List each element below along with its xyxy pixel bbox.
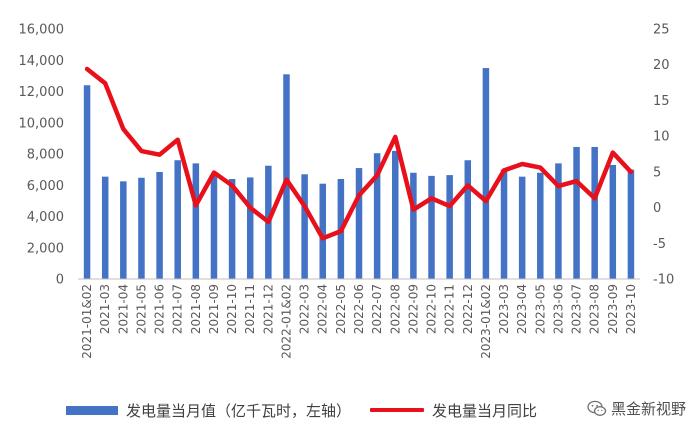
x-axis-tick-label: 2023-07 xyxy=(570,284,584,334)
x-axis-tick-label: 2023-03 xyxy=(497,284,511,334)
watermark-text: 黑金新视野 xyxy=(610,400,686,418)
bar-series xyxy=(83,68,635,279)
bar xyxy=(192,163,200,279)
right-axis-tick-label: -5 xyxy=(653,237,666,252)
x-axis-tick-label: 2021-11 xyxy=(243,284,257,334)
x-axis-tick-label: 2022-10 xyxy=(425,284,439,334)
right-axis-tick-label: -10 xyxy=(653,273,674,288)
bar xyxy=(355,168,363,279)
x-axis-tick-label: 2021-10 xyxy=(225,284,239,334)
bar xyxy=(518,176,526,279)
x-axis-tick-label: 2022-08 xyxy=(388,284,402,334)
x-axis-tick-label: 2022-11 xyxy=(443,284,457,334)
x-axis-tick-label: 2021-03 xyxy=(98,284,112,334)
bar xyxy=(392,150,399,279)
bar xyxy=(428,175,435,279)
bar xyxy=(301,174,308,279)
left-axis-tick-label: 4,000 xyxy=(27,210,64,225)
legend-item-line: 发电量当月同比 xyxy=(370,390,537,430)
legend-bar-label: 发电量当月值（亿千瓦时，左轴） xyxy=(126,401,352,420)
bar xyxy=(101,176,109,279)
left-axis-tick-label: 8,000 xyxy=(27,148,64,163)
right-axis-tick-label: 20 xyxy=(653,58,670,73)
x-axis-tick-label: 2021-04 xyxy=(116,284,130,334)
left-axis-tick-label: 0 xyxy=(56,273,64,288)
x-axis-tick-label: 2023-05 xyxy=(533,284,547,334)
x-axis-tick-label: 2022-01&02 xyxy=(279,284,293,359)
x-axis-tick-label: 2021-08 xyxy=(189,284,203,334)
left-axis-tick-label: 2,000 xyxy=(27,241,64,256)
bar xyxy=(83,85,91,279)
x-axis-tick-label: 2021-01&02 xyxy=(80,284,94,359)
right-axis-tick-label: 25 xyxy=(653,23,670,38)
x-axis-tick-label: 2023-08 xyxy=(588,284,602,334)
right-axis-tick-label: 15 xyxy=(653,94,670,109)
bar xyxy=(464,160,472,279)
x-axis-tick-label: 2021-07 xyxy=(171,284,185,334)
x-axis-tick-label: 2021-06 xyxy=(153,284,167,334)
x-axis-ticks: 2021-01&02 2021-03 2021-04 2021-05 2021-06 20… xyxy=(80,284,638,359)
bar xyxy=(591,146,598,279)
x-axis-tick-label: 2022-04 xyxy=(316,284,330,334)
right-axis-tick-label: 5 xyxy=(653,165,661,180)
x-axis-tick-label: 2023-10 xyxy=(624,284,638,334)
legend: 发电量当月值（亿千瓦时，左轴） 发电量当月同比 xyxy=(0,390,700,430)
left-axis-tick-label: 12,000 xyxy=(19,85,65,100)
x-axis-tick-label: 2023-04 xyxy=(515,284,529,334)
bar xyxy=(120,181,127,279)
left-axis-tick-label: 14,000 xyxy=(19,54,65,69)
bar xyxy=(410,172,417,279)
x-axis-tick-label: 2022-07 xyxy=(370,284,384,334)
bar xyxy=(319,183,326,279)
bar xyxy=(537,172,544,279)
line-series xyxy=(84,66,634,241)
bar xyxy=(500,169,508,279)
watermark: 黑金新视野 xyxy=(587,398,686,419)
left-axis-tick-label: 10,000 xyxy=(19,116,65,131)
legend-line-label: 发电量当月同比 xyxy=(432,401,538,420)
x-axis-tick-label: 2023-06 xyxy=(551,284,565,334)
bar xyxy=(446,175,453,279)
x-axis-tick-label: 2022-09 xyxy=(406,284,420,334)
x-axis-tick-label: 2022-05 xyxy=(334,284,348,334)
bar xyxy=(609,164,617,279)
bar xyxy=(174,160,181,279)
bar xyxy=(373,153,381,279)
bar xyxy=(573,146,580,279)
legend-bar-swatch xyxy=(66,405,118,415)
x-axis-tick-label: 2021-09 xyxy=(207,284,221,334)
right-axis-tick-label: 10 xyxy=(653,130,670,145)
bar xyxy=(246,177,254,279)
right-axis-tick-label: 0 xyxy=(653,201,661,216)
bar xyxy=(627,169,635,279)
bar xyxy=(283,74,290,279)
bar xyxy=(138,177,145,279)
left-axis-tick-label: 16,000 xyxy=(19,23,65,38)
right-axis-ticks: -10 -5 0 5 10 15 20 25 xyxy=(653,23,674,288)
legend-item-bar: 发电量当月值（亿千瓦时，左轴） xyxy=(66,390,351,430)
bar xyxy=(210,174,218,279)
chart: 0 2,000 4,000 6,000 8,000 10,000 12,000 14,000 1… xyxy=(19,23,675,359)
x-axis-tick-label: 2022-12 xyxy=(461,284,475,334)
x-axis-tick-label: 2023-01&02 xyxy=(479,284,493,359)
x-axis-tick-label: 2021-12 xyxy=(261,284,275,334)
left-axis-tick-label: 6,000 xyxy=(27,179,64,194)
x-axis-tick-label: 2021-05 xyxy=(134,284,148,334)
x-axis-tick-label: 2022-03 xyxy=(298,284,312,334)
bar xyxy=(228,179,236,279)
wechat-icon xyxy=(587,400,607,416)
x-axis-tick-label: 2023-09 xyxy=(606,284,620,334)
legend-line-swatch xyxy=(370,408,424,412)
x-axis-tick-label: 2022-06 xyxy=(352,284,366,334)
left-axis-ticks: 0 2,000 4,000 6,000 8,000 10,000 12,000 14,000 1… xyxy=(19,23,65,288)
bar xyxy=(482,68,490,279)
bar xyxy=(156,171,163,279)
bar xyxy=(555,163,562,279)
